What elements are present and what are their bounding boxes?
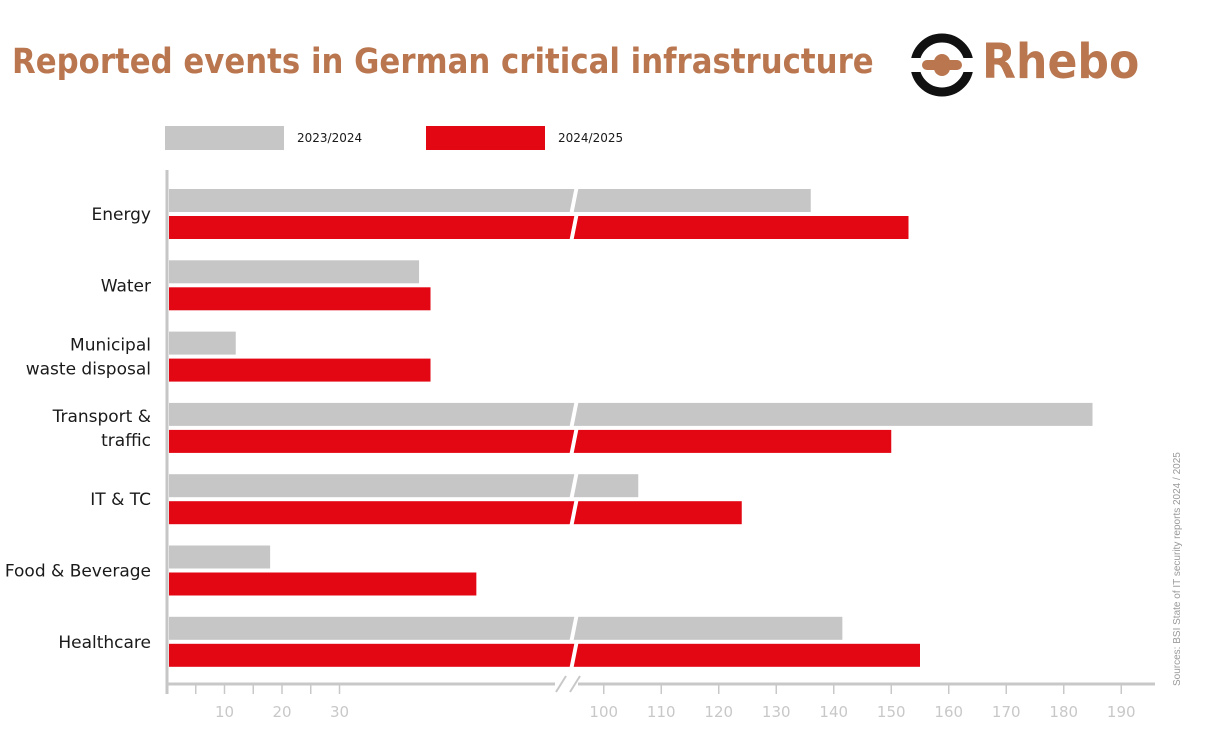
category-label: waste disposal — [26, 360, 151, 380]
bar-break-mark — [569, 500, 579, 526]
bar — [169, 260, 420, 284]
bar — [169, 643, 920, 667]
logo-wordmark: Rhebo — [982, 34, 1140, 90]
category-label: Municipal — [70, 336, 151, 356]
rhebo-logo-icon — [910, 33, 974, 97]
bar-break-mark — [569, 615, 579, 641]
x-tick-label: 30 — [330, 703, 349, 721]
bar — [169, 358, 431, 382]
x-tick-label: 190 — [1107, 703, 1136, 721]
chart-title: Reported events in German critical infra… — [12, 42, 874, 82]
bar — [169, 216, 909, 239]
bar — [169, 545, 271, 569]
category-label: Food & Beverage — [5, 562, 151, 582]
bar — [169, 402, 1093, 426]
source-note: Sources: BSI State of IT security report… — [1172, 452, 1183, 686]
bar-break-mark — [569, 188, 579, 213]
category-label: Water — [101, 276, 151, 296]
bar — [169, 189, 811, 212]
bar — [169, 616, 843, 640]
bar — [169, 287, 431, 311]
category-label: traffic — [101, 431, 151, 451]
bar-break-mark — [569, 473, 579, 499]
x-tick-label: 100 — [589, 703, 618, 721]
axis-break-mark — [555, 675, 567, 693]
bar — [169, 331, 236, 355]
x-tick-label: 120 — [704, 703, 733, 721]
legend-swatch-0 — [165, 126, 284, 150]
bar-break-mark — [569, 428, 579, 454]
x-tick-label: 180 — [1049, 703, 1078, 721]
axes-group: 10 20 30 100 110 120 130 140 150 160 170 180 190 — [165, 170, 1155, 721]
x-tick-label: 10 — [215, 703, 234, 721]
category-label: Transport & — [52, 407, 151, 427]
axis-break-mark — [569, 675, 581, 693]
x-tick-label: 130 — [762, 703, 791, 721]
legend: 2023/2024 2024/2025 — [165, 126, 623, 150]
bars-group — [169, 188, 1093, 668]
x-tick-label: 140 — [819, 703, 848, 721]
x-tick-label: 160 — [934, 703, 963, 721]
brand-logo: Rhebo — [910, 32, 1170, 102]
bar-break-mark — [569, 642, 579, 668]
bar — [169, 474, 639, 498]
x-tick-label: 170 — [992, 703, 1021, 721]
bar-break-mark — [569, 215, 579, 240]
x-tick-label: 150 — [877, 703, 906, 721]
x-tick-label: 110 — [647, 703, 676, 721]
bar — [169, 501, 742, 525]
x-tick-label: 20 — [272, 703, 291, 721]
legend-label-1: 2024/2025 — [558, 131, 623, 145]
category-label: IT & TC — [90, 490, 151, 510]
category-label: Energy — [91, 205, 151, 225]
bar-break-mark — [569, 401, 579, 427]
bar — [169, 572, 477, 596]
legend-swatch-1 — [426, 126, 545, 150]
category-label: Healthcare — [58, 633, 151, 653]
legend-label-0: 2023/2024 — [297, 131, 362, 145]
bar — [169, 429, 892, 453]
category-labels: Energy Water Municipal waste disposal Transp… — [5, 205, 151, 653]
